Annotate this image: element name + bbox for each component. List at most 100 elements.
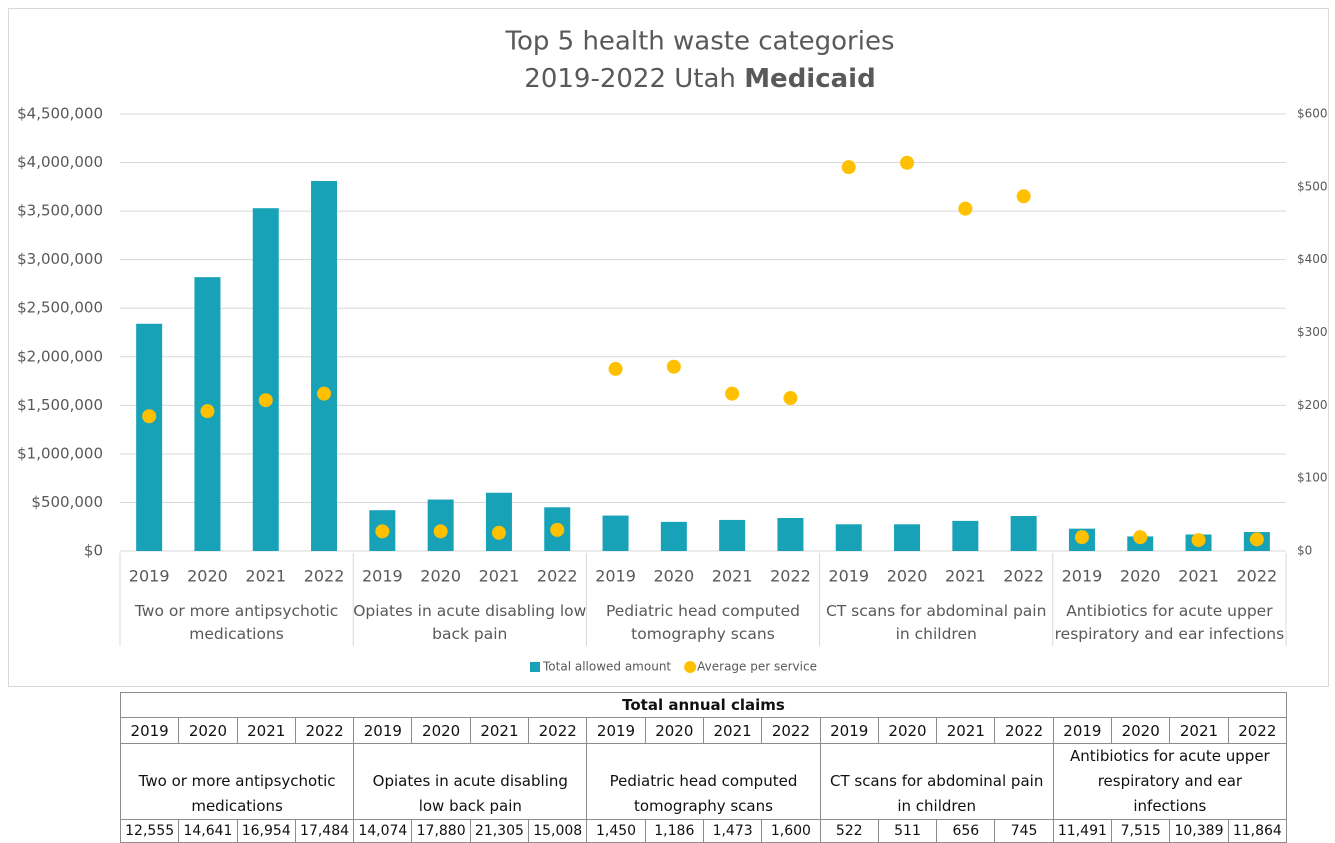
x-tick-label: 2020 xyxy=(187,567,228,586)
table-claims: 10,389 xyxy=(1169,819,1229,843)
y-tick-label: $4,500,000 xyxy=(17,105,103,123)
table-year: 2020 xyxy=(644,717,704,744)
bar xyxy=(777,517,804,551)
x-tick-label: 2019 xyxy=(1062,567,1103,586)
table-year: 2022 xyxy=(294,717,355,744)
table-year: 2021 xyxy=(936,717,996,744)
dot xyxy=(491,525,506,540)
x-tick-label: 2022 xyxy=(1236,567,1277,586)
table-year: 2019 xyxy=(1052,717,1113,744)
y-tick-label: $1,500,000 xyxy=(17,396,103,414)
table-year: 2022 xyxy=(994,717,1054,744)
x-tick-label: 2021 xyxy=(712,567,753,586)
table-year: 2019 xyxy=(353,717,413,744)
y2-tick-label: $300 xyxy=(1297,325,1328,339)
dot xyxy=(433,524,448,539)
table-claims: 7,515 xyxy=(1111,819,1171,843)
x-tick-label: 2019 xyxy=(828,567,869,586)
bar xyxy=(136,323,163,551)
table-year: 2022 xyxy=(1227,717,1288,744)
x-tick-label: 2022 xyxy=(770,567,811,586)
table-title: Total annual claims xyxy=(120,692,1287,718)
table-year: 2020 xyxy=(411,717,471,744)
table-year: 2020 xyxy=(1111,717,1171,744)
bar xyxy=(835,524,862,551)
dot xyxy=(1191,533,1206,548)
table-claims: 14,641 xyxy=(178,819,238,843)
group-label: Opiates in acute disabling low back pain xyxy=(353,602,587,643)
y-tick-label: $3,000,000 xyxy=(17,250,103,268)
x-tick-label: 2019 xyxy=(129,567,170,586)
group-label: CT scans for abdominal pain in children xyxy=(825,602,1047,643)
chart-title: Top 5 health waste categories xyxy=(505,27,895,57)
chart-frame xyxy=(8,8,1329,687)
bar xyxy=(894,524,921,551)
table-group: Pediatric head computed tomography scans xyxy=(586,743,821,820)
x-tick-label: 2020 xyxy=(1120,567,1161,586)
y2-tick-label: $600 xyxy=(1297,107,1328,121)
y2-tick-label: $100 xyxy=(1297,471,1328,485)
dot xyxy=(1074,530,1089,545)
x-tick-label: 2022 xyxy=(1003,567,1044,586)
y-tick-label: $0 xyxy=(84,542,103,560)
dot xyxy=(550,522,565,537)
y2-tick-label: $400 xyxy=(1297,252,1328,266)
group-label: Pediatric head computed tomography scans xyxy=(605,602,800,643)
y-tick-label: $3,500,000 xyxy=(17,202,103,220)
dot xyxy=(1249,532,1264,547)
bar xyxy=(1010,516,1037,551)
y-tick-label: $4,000,000 xyxy=(17,153,103,171)
group-label: Two or more antipsychotic medications xyxy=(134,602,339,643)
table-claims: 11,864 xyxy=(1227,819,1288,843)
bar xyxy=(719,519,746,551)
subtitle-emphasis: Medicaid xyxy=(744,64,876,94)
dot xyxy=(841,160,856,175)
table-claims: 656 xyxy=(936,819,996,843)
table-year: 2021 xyxy=(236,717,296,744)
bar xyxy=(485,492,512,551)
table-group: Opiates in acute disabling low back pain xyxy=(353,743,588,820)
claims-table: Total annual claims 2019 2020 2021 2022 2019 2… xyxy=(119,692,1288,843)
table-claims: 1,473 xyxy=(702,819,763,843)
chart-subtitle: 2019-2022 Utah Medicaid xyxy=(524,64,875,94)
y2-tick-label: $500 xyxy=(1297,179,1328,193)
dot xyxy=(783,391,798,406)
y2-tick-label: $0 xyxy=(1297,544,1312,558)
dot xyxy=(258,393,273,408)
y2-tick-label: $200 xyxy=(1297,398,1328,412)
x-tick-label: 2021 xyxy=(945,567,986,586)
dot xyxy=(375,524,390,539)
bar xyxy=(660,521,687,551)
y-tick-label: $2,000,000 xyxy=(17,347,103,365)
x-tick-label: 2019 xyxy=(362,567,403,586)
chart: Top 5 health waste categories 2019-2022 … xyxy=(17,27,1328,674)
dot xyxy=(1016,189,1031,204)
x-tick-label: 2022 xyxy=(537,567,578,586)
group-label: Antibiotics for acute upper respiratory … xyxy=(1054,602,1285,643)
table-claims: 14,074 xyxy=(353,819,413,843)
y-tick-label: $500,000 xyxy=(31,493,103,511)
table-claims: 17,484 xyxy=(294,819,355,843)
table-year: 2022 xyxy=(528,717,588,744)
dot xyxy=(958,201,973,216)
bar xyxy=(602,515,629,551)
table-group: Antibiotics for acute upper respiratory … xyxy=(1052,743,1288,820)
x-tick-label: 2021 xyxy=(479,567,520,586)
legend-swatch xyxy=(530,662,540,672)
table-claims: 522 xyxy=(819,819,879,843)
x-tick-label: 2021 xyxy=(245,567,286,586)
table-claims: 17,880 xyxy=(411,819,471,843)
table-year: 2019 xyxy=(119,717,180,744)
table-row: 2019 2020 2021 2022 2019 2020 2021 2022 2019 2020… xyxy=(119,717,1288,744)
table-year: 2021 xyxy=(1169,717,1229,744)
x-tick-label: 2020 xyxy=(887,567,928,586)
y-tick-label: $1,000,000 xyxy=(17,444,103,462)
table-claims: 21,305 xyxy=(469,819,530,843)
table-group: CT scans for abdominal pain in children xyxy=(819,743,1054,820)
table-year: 2022 xyxy=(761,717,821,744)
dot xyxy=(725,386,740,401)
dot xyxy=(200,404,215,419)
table-year: 2020 xyxy=(178,717,238,744)
x-tick-label: 2022 xyxy=(304,567,345,586)
